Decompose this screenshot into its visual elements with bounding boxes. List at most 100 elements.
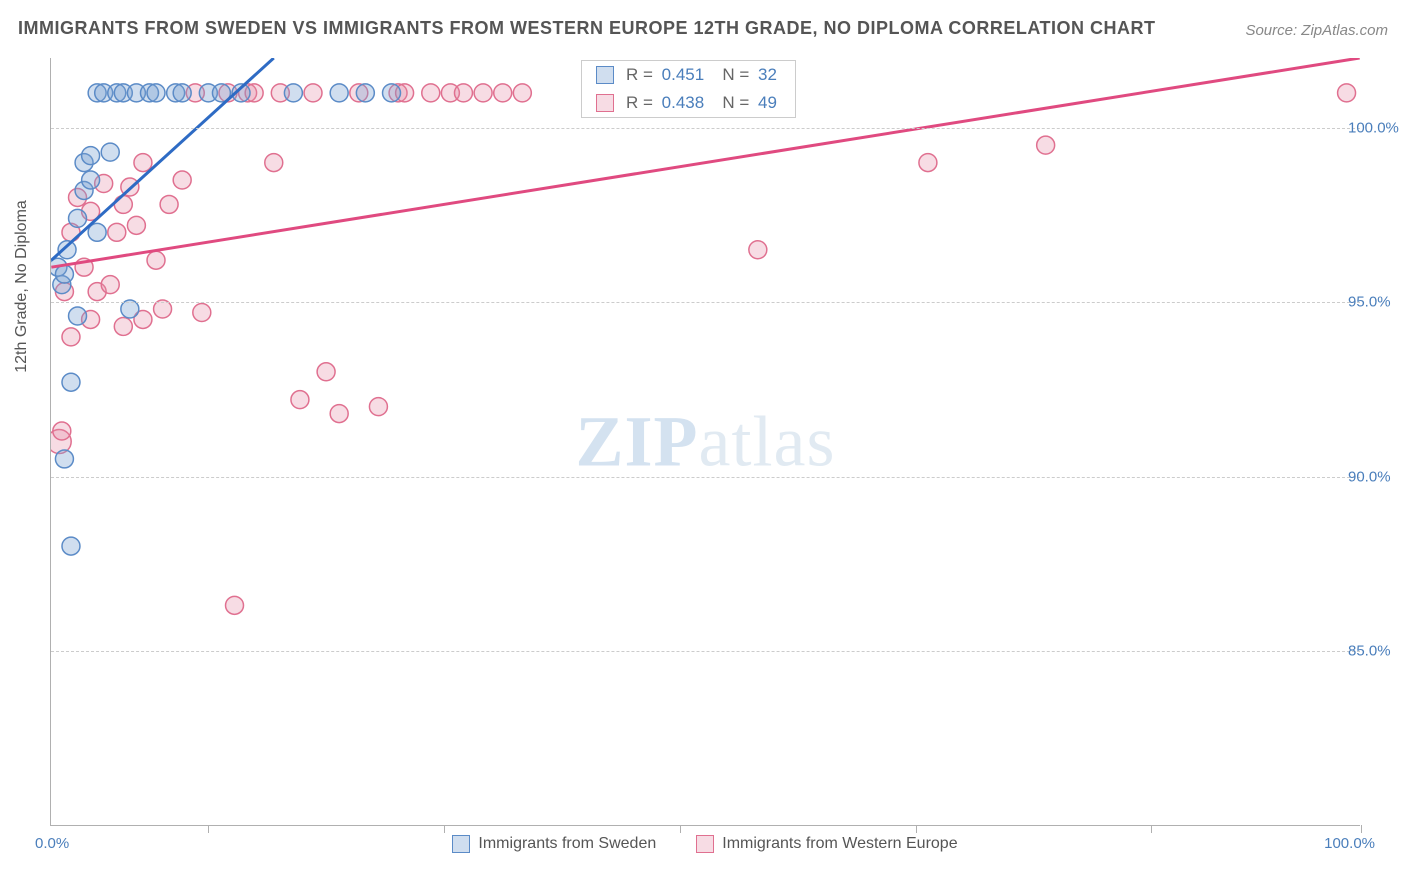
- legend-label: Immigrants from Western Europe: [722, 835, 957, 853]
- trend-line: [51, 58, 273, 260]
- scatter-point: [134, 154, 152, 172]
- scatter-point: [226, 596, 244, 614]
- watermark-light: atlas: [699, 401, 836, 481]
- scatter-point: [127, 84, 145, 102]
- scatter-point: [513, 84, 531, 102]
- scatter-point: [121, 178, 139, 196]
- scatter-point: [330, 84, 348, 102]
- scatter-point: [919, 154, 937, 172]
- x-tick: [444, 825, 445, 833]
- scatter-point: [114, 195, 132, 213]
- scatter-point: [317, 363, 335, 381]
- scatter-point: [330, 405, 348, 423]
- scatter-point: [369, 398, 387, 416]
- scatter-point: [62, 373, 80, 391]
- gridline: [51, 128, 1360, 129]
- scatter-point: [389, 84, 407, 102]
- scatter-point: [749, 241, 767, 259]
- scatter-point: [75, 181, 93, 199]
- legend-swatch: [696, 835, 714, 853]
- scatter-point: [193, 304, 211, 322]
- scatter-point: [55, 265, 73, 283]
- scatter-point: [82, 202, 100, 220]
- scatter-point: [167, 84, 185, 102]
- scatter-point: [199, 84, 217, 102]
- legend-label: Immigrants from Sweden: [478, 835, 656, 853]
- scatter-point: [239, 84, 257, 102]
- watermark-bold: ZIP: [576, 401, 699, 481]
- correlation-legend: R = 0.451 N = 32 R = 0.438 N = 49: [581, 60, 796, 118]
- scatter-point: [271, 84, 289, 102]
- scatter-point: [88, 283, 106, 301]
- scatter-point: [114, 84, 132, 102]
- scatter-point: [219, 84, 237, 102]
- scatter-point: [396, 84, 414, 102]
- scatter-point: [108, 223, 126, 241]
- scatter-point: [53, 276, 71, 294]
- scatter-point: [88, 84, 106, 102]
- scatter-point: [58, 241, 76, 259]
- scatter-point: [147, 84, 165, 102]
- legend-swatch: [452, 835, 470, 853]
- scatter-point: [88, 223, 106, 241]
- legend-item: Immigrants from Western Europe: [696, 835, 957, 853]
- scatter-point: [1338, 84, 1356, 102]
- gridline: [51, 302, 1360, 303]
- scatter-point: [284, 84, 302, 102]
- scatter-point: [140, 84, 158, 102]
- legend-stat-row: R = 0.451 N = 32: [582, 61, 795, 89]
- x-tick: [916, 825, 917, 833]
- scatter-point: [55, 450, 73, 468]
- scatter-point: [212, 84, 230, 102]
- plot-area: ZIPatlas R = 0.451 N = 32 R = 0.438 N = 4…: [50, 58, 1360, 826]
- gridline: [51, 477, 1360, 478]
- scatter-point: [232, 84, 250, 102]
- scatter-point: [62, 328, 80, 346]
- scatter-point: [55, 283, 73, 301]
- scatter-point: [474, 84, 492, 102]
- scatter-point: [356, 84, 374, 102]
- scatter-point: [62, 537, 80, 555]
- scatter-point: [101, 276, 119, 294]
- scatter-point: [265, 154, 283, 172]
- scatter-point: [147, 251, 165, 269]
- y-tick-label: 100.0%: [1348, 119, 1406, 136]
- scatter-point: [82, 147, 100, 165]
- scatter-point: [95, 84, 113, 102]
- scatter-point: [69, 188, 87, 206]
- scatter-point: [69, 307, 87, 325]
- scatter-point: [51, 258, 67, 276]
- scatter-point: [101, 143, 119, 161]
- watermark: ZIPatlas: [576, 400, 836, 483]
- scatter-point: [304, 84, 322, 102]
- legend-item: Immigrants from Sweden: [452, 835, 656, 853]
- scatter-point: [173, 171, 191, 189]
- scatter-point: [69, 209, 87, 227]
- chart-svg: [51, 58, 1360, 825]
- chart-title: IMMIGRANTS FROM SWEDEN VS IMMIGRANTS FRO…: [18, 18, 1156, 39]
- series-legend: Immigrants from Sweden Immigrants from We…: [50, 835, 1360, 858]
- scatter-point: [173, 84, 191, 102]
- scatter-point: [95, 175, 113, 193]
- y-axis-label: 12th Grade, No Diploma: [13, 200, 31, 373]
- scatter-point: [75, 258, 93, 276]
- scatter-point: [160, 195, 178, 213]
- scatter-point: [62, 223, 80, 241]
- scatter-point: [114, 317, 132, 335]
- scatter-point: [350, 84, 368, 102]
- scatter-point: [127, 216, 145, 234]
- source-attribution: Source: ZipAtlas.com: [1245, 22, 1388, 39]
- legend-swatch: [596, 66, 614, 84]
- scatter-point: [383, 84, 401, 102]
- scatter-point: [422, 84, 440, 102]
- legend-stat-text: R = 0.438 N = 49: [626, 93, 781, 113]
- scatter-point: [108, 84, 126, 102]
- scatter-point: [134, 310, 152, 328]
- scatter-point: [494, 84, 512, 102]
- x-tick: [1361, 825, 1362, 833]
- scatter-point: [1037, 136, 1055, 154]
- scatter-point: [53, 422, 71, 440]
- scatter-point: [454, 84, 472, 102]
- legend-stat-text: R = 0.451 N = 32: [626, 65, 781, 85]
- x-tick: [208, 825, 209, 833]
